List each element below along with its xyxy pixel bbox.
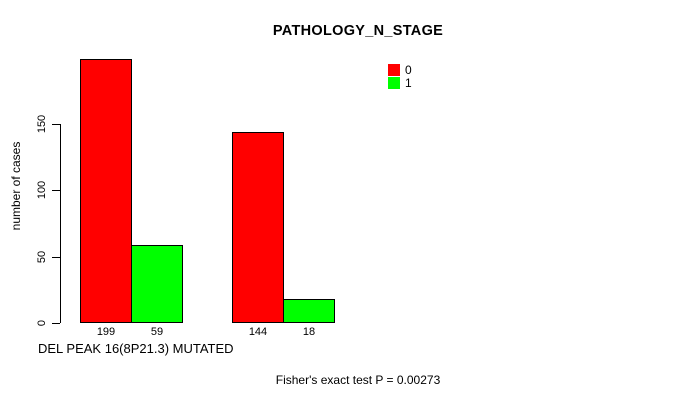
legend-swatch-icon	[388, 64, 400, 76]
legend-label: 1	[405, 76, 412, 90]
legend-entry: 0	[388, 64, 412, 76]
legend-entry: 1	[388, 77, 412, 89]
bar-value-label: 199	[96, 326, 116, 338]
legend-label: 0	[405, 63, 412, 77]
y-tick-label: 50	[36, 250, 48, 264]
bar-value-label: 59	[150, 326, 164, 338]
bar-value-label: 144	[248, 326, 268, 338]
y-tick-mark	[52, 323, 60, 324]
bar-series-1-group-2	[283, 299, 335, 323]
y-tick-mark	[52, 257, 60, 258]
y-axis-line	[60, 124, 61, 323]
y-axis-label: number of cases	[9, 141, 23, 231]
bar-series-1-group-1	[131, 245, 183, 323]
y-tick-label: 0	[36, 319, 48, 327]
bar-value-label: 18	[302, 326, 316, 338]
legend-swatch-icon	[388, 77, 400, 89]
bar-series-0-group-2	[232, 132, 284, 323]
y-tick-mark	[52, 124, 60, 125]
fisher-test-annotation: Fisher's exact test P = 0.00273	[275, 373, 441, 387]
y-tick-label: 100	[36, 180, 48, 200]
y-tick-label: 150	[36, 114, 48, 134]
chart-title: PATHOLOGY_N_STAGE	[272, 23, 444, 39]
x-axis-label: DEL PEAK 16(8P21.3) MUTATED	[38, 341, 234, 356]
y-tick-mark	[52, 190, 60, 191]
bar-series-0-group-1	[80, 59, 132, 323]
